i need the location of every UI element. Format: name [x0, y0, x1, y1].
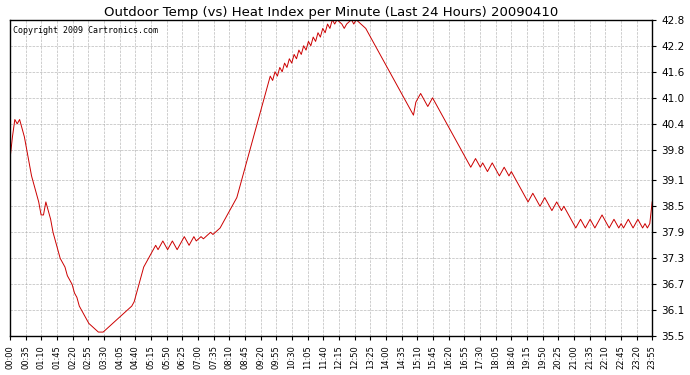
Text: Copyright 2009 Cartronics.com: Copyright 2009 Cartronics.com: [13, 26, 158, 35]
Title: Outdoor Temp (vs) Heat Index per Minute (Last 24 Hours) 20090410: Outdoor Temp (vs) Heat Index per Minute …: [104, 6, 558, 18]
